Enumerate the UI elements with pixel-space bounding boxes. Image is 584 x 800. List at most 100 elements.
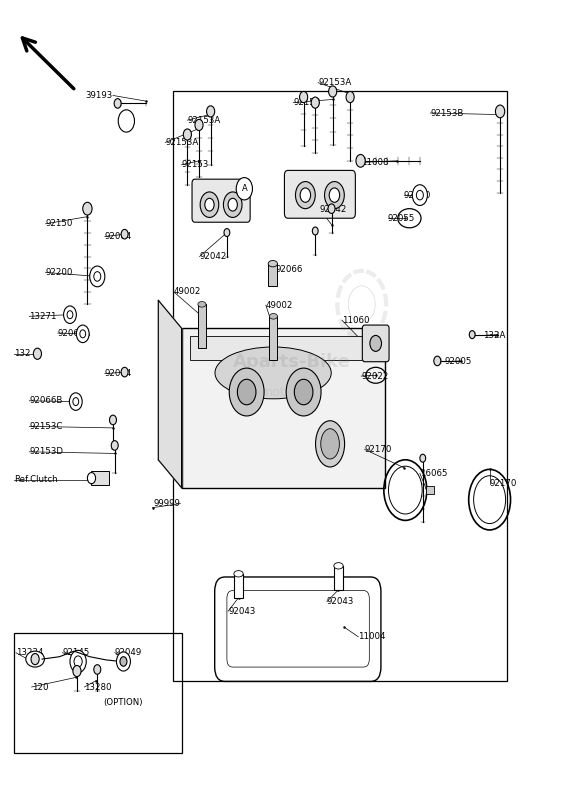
Text: 13271: 13271	[29, 312, 57, 321]
Text: 132A: 132A	[482, 331, 505, 340]
Text: 11004: 11004	[358, 632, 386, 642]
Text: 92170: 92170	[364, 445, 392, 454]
Circle shape	[416, 190, 423, 200]
Text: 92066A: 92066A	[58, 329, 91, 338]
Bar	[182, 328, 385, 488]
Circle shape	[33, 348, 41, 359]
Circle shape	[230, 368, 264, 416]
Text: 92153C: 92153C	[29, 422, 62, 431]
Circle shape	[109, 415, 116, 425]
Bar	[268, 264, 277, 286]
Text: 92150: 92150	[46, 219, 73, 228]
Text: 92022: 92022	[361, 371, 388, 381]
Text: 120: 120	[32, 682, 48, 691]
Text: 92004: 92004	[105, 369, 132, 378]
Circle shape	[90, 266, 105, 286]
Text: 92153A: 92153A	[165, 138, 199, 147]
Text: 92055: 92055	[388, 214, 415, 222]
FancyBboxPatch shape	[284, 170, 355, 218]
Circle shape	[94, 272, 101, 282]
Text: 92049: 92049	[114, 648, 142, 658]
Text: 13234: 13234	[16, 648, 43, 658]
Circle shape	[228, 198, 237, 211]
Circle shape	[94, 665, 101, 674]
Circle shape	[311, 97, 319, 108]
Circle shape	[207, 106, 215, 117]
Circle shape	[370, 335, 381, 351]
Circle shape	[73, 398, 79, 406]
Text: 92066B: 92066B	[29, 396, 62, 406]
Text: 92145: 92145	[62, 648, 90, 658]
Circle shape	[224, 192, 242, 218]
Text: 92005: 92005	[444, 358, 472, 366]
Text: 16065: 16065	[420, 469, 447, 478]
Circle shape	[224, 229, 230, 237]
Circle shape	[114, 98, 121, 108]
Circle shape	[434, 356, 441, 366]
Bar	[426, 486, 434, 494]
Circle shape	[205, 198, 214, 211]
Circle shape	[64, 306, 77, 323]
Circle shape	[116, 652, 130, 671]
Circle shape	[356, 154, 365, 167]
Text: 39193: 39193	[86, 91, 113, 100]
Text: Ref.Clutch: Ref.Clutch	[14, 475, 58, 484]
Text: (OPTION): (OPTION)	[103, 698, 142, 707]
Ellipse shape	[321, 429, 339, 459]
Circle shape	[183, 129, 192, 140]
Circle shape	[236, 178, 252, 200]
Text: 92042: 92042	[320, 205, 347, 214]
Text: 13280: 13280	[85, 682, 112, 691]
Circle shape	[88, 473, 96, 484]
FancyBboxPatch shape	[192, 179, 250, 222]
Text: 92153: 92153	[293, 98, 321, 107]
Ellipse shape	[26, 651, 44, 667]
Bar	[234, 574, 243, 598]
Text: 92153A: 92153A	[318, 78, 352, 87]
Circle shape	[412, 185, 427, 206]
Text: 92170: 92170	[489, 479, 517, 488]
Text: 92066: 92066	[276, 265, 303, 274]
Circle shape	[420, 454, 426, 462]
Circle shape	[195, 119, 203, 130]
Text: 92004: 92004	[105, 232, 132, 241]
Text: 92153A: 92153A	[187, 116, 221, 125]
Circle shape	[348, 286, 375, 322]
Bar	[173, 90, 507, 681]
Circle shape	[328, 204, 335, 214]
Text: 11060: 11060	[342, 316, 370, 325]
Text: moto.bike: moto.bike	[261, 386, 323, 398]
Text: 99999: 99999	[154, 499, 180, 508]
Circle shape	[31, 654, 39, 665]
Text: 92153: 92153	[182, 160, 209, 170]
Bar	[92, 471, 109, 486]
Circle shape	[495, 105, 505, 118]
Text: 11008: 11008	[360, 158, 388, 167]
Circle shape	[237, 379, 256, 405]
Circle shape	[346, 91, 354, 102]
Text: 49002: 49002	[266, 301, 293, 310]
Circle shape	[200, 192, 219, 218]
Ellipse shape	[234, 570, 243, 577]
Text: 49002: 49002	[173, 287, 201, 296]
Ellipse shape	[334, 562, 343, 569]
Circle shape	[286, 368, 321, 416]
Circle shape	[121, 230, 128, 239]
Circle shape	[300, 91, 308, 102]
Circle shape	[325, 182, 345, 209]
Ellipse shape	[268, 261, 277, 267]
Circle shape	[67, 310, 73, 318]
Circle shape	[329, 188, 340, 202]
Ellipse shape	[315, 421, 345, 467]
Text: 92043: 92043	[327, 597, 354, 606]
Circle shape	[118, 110, 134, 132]
Bar	[198, 304, 206, 348]
Circle shape	[300, 188, 311, 202]
Text: 92153B: 92153B	[430, 109, 464, 118]
Circle shape	[77, 325, 89, 342]
Text: 92153D: 92153D	[29, 447, 63, 456]
Ellipse shape	[269, 314, 277, 319]
Circle shape	[111, 441, 118, 450]
Circle shape	[294, 379, 313, 405]
Circle shape	[470, 330, 475, 338]
